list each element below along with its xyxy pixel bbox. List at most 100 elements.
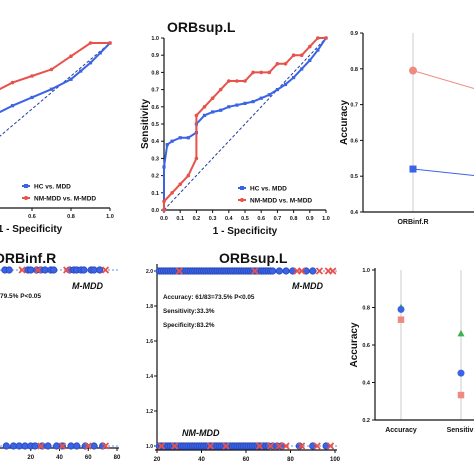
scatter-orbsup-l-panel: 20 40 60 80 100 1.0 1.2 1.4 1.6 1.8 2.0 ORBsup.L Acc… <box>146 250 341 463</box>
red-cross-point <box>84 442 92 450</box>
legend-marker <box>240 186 244 190</box>
x-tick-label: 0.2 <box>193 216 201 222</box>
red-cross-point <box>101 266 110 274</box>
sensitivity-annotation: Sensitivity:33.3% <box>163 308 215 315</box>
legend-entry: NM-MDD vs. M-MDD <box>250 198 312 205</box>
reference-diagonal <box>163 37 327 211</box>
series-point <box>324 36 328 40</box>
series-point <box>300 67 304 71</box>
legend-entry: HC vs. MDD <box>250 186 287 193</box>
series-point <box>211 110 215 114</box>
blue-data-point <box>31 442 39 450</box>
series-point <box>227 79 231 83</box>
series-point <box>218 87 223 92</box>
series-point <box>210 96 215 100</box>
red-cross-point <box>58 442 67 450</box>
x-tick-label: 1.0 <box>322 216 330 222</box>
series-point <box>162 208 166 212</box>
y-tick-label: 0.2 <box>362 418 370 424</box>
series-point <box>170 139 174 143</box>
group-label-nm-mdd: NM-MDD <box>182 428 220 438</box>
y-tick-label: 0.4 <box>350 210 359 216</box>
y-axis-label: Sensitivity <box>140 99 151 149</box>
legend-entry: NM-MDD vs. M-MDD <box>34 196 96 203</box>
red-cross-point <box>282 442 290 450</box>
chart-title: ORBsup.L <box>167 19 236 35</box>
accuracy-annotation: Accuracy: 61/83=73.5% P<0.05 <box>163 294 255 301</box>
data-point-circle <box>397 305 405 313</box>
series-point <box>243 79 247 83</box>
y-tick-label: 1.0 <box>146 444 153 450</box>
y-tick-label: 0.5 <box>350 174 358 180</box>
x-category-label: Sensitivi <box>447 427 474 434</box>
red-cross-point <box>63 266 71 274</box>
series-point <box>165 143 169 147</box>
series-point <box>316 36 320 40</box>
blue-data-point <box>44 442 52 450</box>
group-label-m-mdd: M-MDD <box>292 281 323 291</box>
y-tick-label: 0.6 <box>151 105 159 111</box>
series-point <box>178 182 182 186</box>
y-tick-label: 0.9 <box>350 31 358 37</box>
series-point <box>291 53 296 57</box>
y-tick-label: 0.8 <box>151 70 159 76</box>
red-cross-point <box>222 442 230 450</box>
blue-data-point <box>275 267 283 275</box>
red-cross-point <box>18 266 26 274</box>
series-point <box>235 103 239 107</box>
series-point <box>108 41 112 45</box>
red-cross-point <box>329 267 337 275</box>
series-point <box>194 113 199 118</box>
x-tick-label: 0.7 <box>274 216 282 222</box>
y-tick-label: 0.4 <box>151 139 160 145</box>
accuracy-line-panel: 0.4 0.5 0.6 0.7 0.8 0.9 Accuracy ORBinf.R <box>339 31 474 226</box>
blue-data-point <box>269 267 277 275</box>
series-point <box>178 136 182 140</box>
red-cross-point <box>175 267 183 275</box>
y-tick-label: 0.8 <box>362 306 370 312</box>
red-cross-point <box>101 442 110 450</box>
x-tick-label: 0.9 <box>306 216 314 222</box>
series-point <box>267 70 272 75</box>
red-cross-point <box>275 442 284 450</box>
y-tick-label: 0.1 <box>151 191 159 197</box>
series-point <box>69 54 73 58</box>
series-point <box>283 82 288 87</box>
scatter-orbinf-r-panel: 20 40 60 80 ORBinf.R 79.5% P<0.05 M-MDD <box>0 250 121 461</box>
red-cross-point <box>34 266 42 274</box>
series-point <box>30 74 34 78</box>
x-tick-label: 60 <box>243 457 250 463</box>
blue-data-point <box>80 266 88 274</box>
series-point <box>251 70 255 75</box>
chart-title: ORBinf.R <box>0 250 56 266</box>
x-tick-label: 1.0 <box>106 214 114 220</box>
red-cross-point <box>37 442 45 450</box>
series-point <box>275 62 280 66</box>
y-tick-label: 1.2 <box>146 409 153 415</box>
series-point <box>243 101 247 105</box>
red-cross-point <box>251 267 259 275</box>
legend-marker <box>240 198 244 202</box>
series-point <box>10 80 15 85</box>
x-tick-label: 80 <box>114 455 121 461</box>
y-tick-label: 0.0 <box>151 208 159 214</box>
series-point <box>202 113 207 117</box>
data-point <box>409 66 417 75</box>
series-point <box>308 58 312 62</box>
group-label-m-mdd: M-MDD <box>72 281 103 291</box>
red-cross-point <box>315 267 324 275</box>
red-cross-point <box>297 267 306 275</box>
y-tick-label: 1.6 <box>146 339 153 345</box>
x-tick-label: 20 <box>154 457 161 463</box>
series-point <box>227 105 231 109</box>
x-tick-label: 60 <box>85 455 92 461</box>
blue-data-point <box>309 267 317 275</box>
data-point <box>409 165 417 173</box>
series-point <box>308 44 312 49</box>
x-tick-label: 40 <box>198 457 205 463</box>
red-cross-point <box>266 442 275 450</box>
x-tick-label: 0.5 <box>241 216 249 222</box>
stats-annotation: 79.5% P<0.05 <box>0 293 41 300</box>
